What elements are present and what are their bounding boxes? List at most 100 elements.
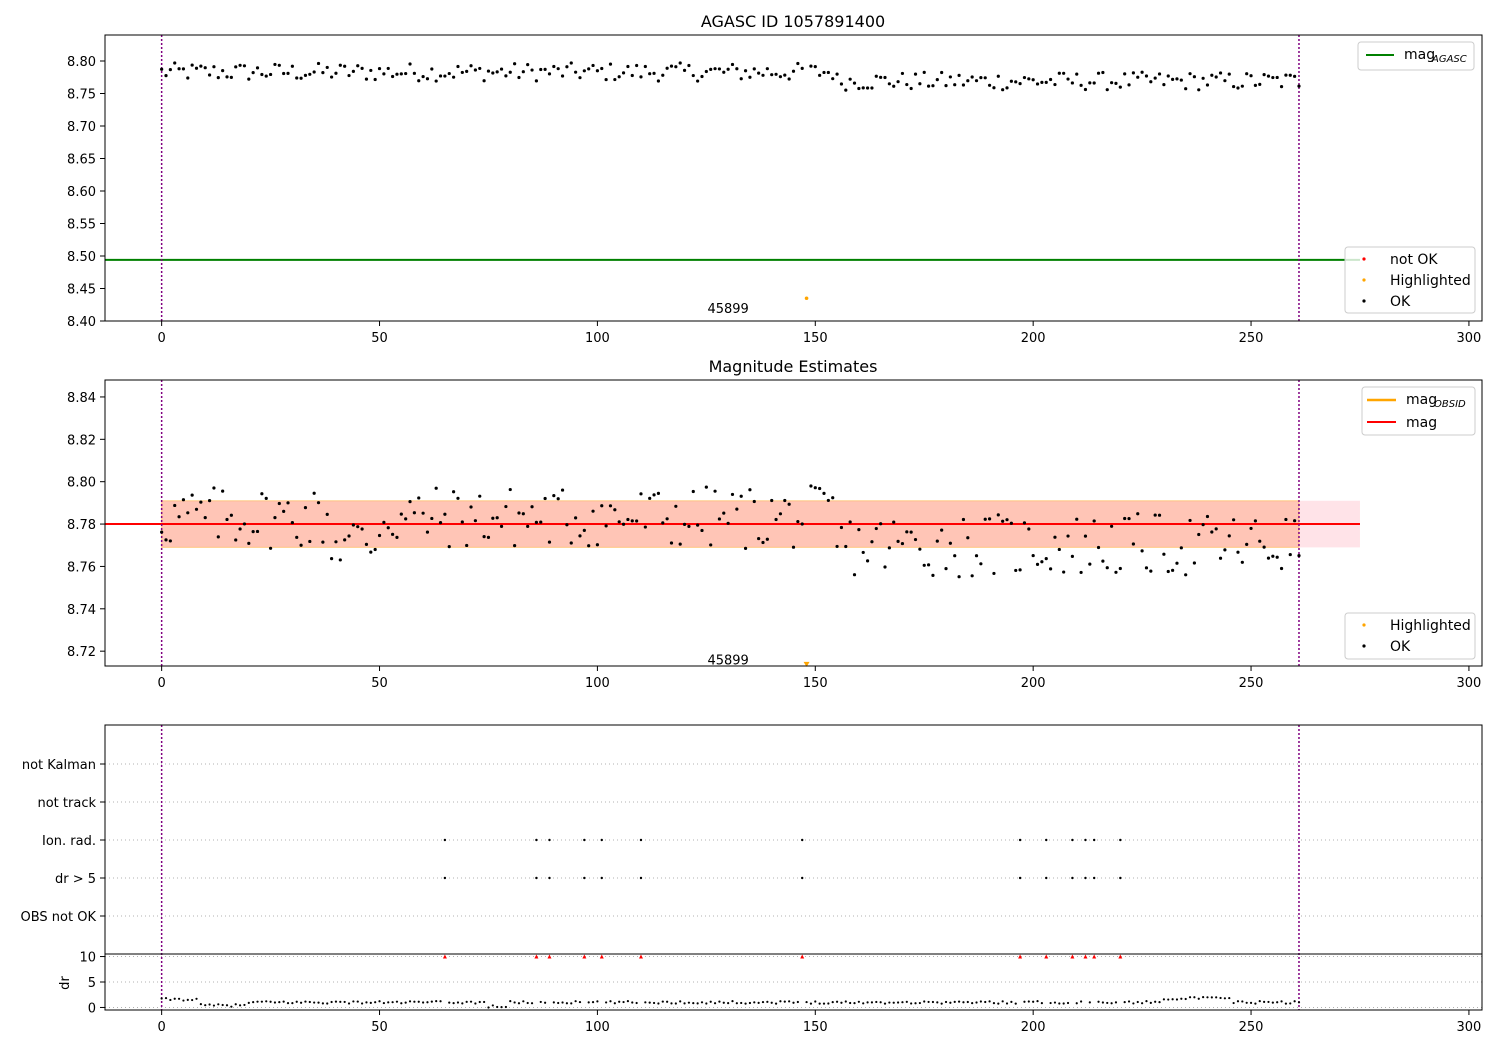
dr-point — [269, 1000, 272, 1003]
agasc-ok-point — [1022, 75, 1027, 80]
dr-high-marker — [1070, 954, 1075, 959]
magnitude-ok-point — [521, 512, 525, 516]
magnitude-ok-point — [652, 493, 656, 497]
agasc-ytick-label: 8.65 — [67, 153, 96, 168]
flag-label: not track — [37, 796, 96, 811]
agasc-ok-point — [765, 67, 769, 71]
dr-point — [217, 1003, 220, 1006]
flags-xtick-label: 200 — [1021, 1020, 1046, 1035]
magnitude-ok-point — [386, 526, 390, 530]
magnitude-ok-point — [944, 567, 948, 571]
dr-point — [901, 1001, 904, 1004]
agasc-line-legend: mag AGASC — [1357, 41, 1475, 71]
agasc-ok-point — [251, 70, 255, 75]
agasc-ok-point — [303, 73, 308, 77]
agasc-ok-point — [321, 71, 325, 75]
agasc-xtick-label: 200 — [1021, 331, 1046, 346]
agasc-ok-point — [469, 64, 473, 68]
agasc-ok-point — [360, 66, 364, 71]
dr-point — [875, 1000, 878, 1004]
dr-flag-point — [1119, 876, 1122, 880]
dr-point — [557, 1001, 560, 1005]
dr-ytick-label: 5 — [88, 976, 96, 991]
dr-point — [295, 1000, 298, 1003]
dr-point — [670, 1002, 673, 1005]
agasc-ok-point — [940, 70, 944, 75]
agasc-ok-point — [408, 62, 412, 66]
dr-point — [1058, 1002, 1061, 1005]
magnitude-ok-point — [225, 517, 229, 522]
agasc-ok-point — [1192, 75, 1196, 79]
ion-rad-flag-point — [801, 838, 804, 842]
magnitude-ok-point — [621, 522, 626, 526]
magnitude-ok-point — [238, 527, 242, 531]
dr-point — [962, 1001, 965, 1004]
magnitude-ok-point — [1101, 559, 1105, 563]
magnitude-ok-point — [582, 528, 586, 532]
dr-high-marker — [599, 954, 604, 959]
magnitude-xtick-label: 200 — [1021, 676, 1046, 691]
magnitude-ok-point — [931, 573, 935, 577]
agasc-ytick-label: 8.80 — [67, 55, 96, 70]
ion-rad-flag-point — [600, 838, 603, 842]
agasc-ok-point — [513, 62, 517, 66]
dr-point — [1141, 1002, 1144, 1005]
agasc-ok-point — [1140, 70, 1144, 74]
agasc-ok-point — [922, 70, 926, 74]
magnitude-ok-point — [295, 535, 299, 539]
magnitude-xtick-label: 0 — [158, 676, 166, 691]
magnitude-ok-point — [987, 517, 992, 521]
agasc-ok-point — [656, 79, 661, 83]
dr-point — [587, 1001, 590, 1004]
magnitude-ok-point — [221, 489, 225, 493]
legend-sub-obsid: OBSID — [1434, 399, 1466, 410]
dr-point — [243, 1003, 246, 1007]
dr-point — [626, 1000, 630, 1003]
magnitude-ok-point — [513, 543, 517, 548]
agasc-ok-point — [1031, 78, 1035, 82]
dr-point — [1066, 1001, 1070, 1005]
agasc-ok-point — [312, 70, 316, 74]
magnitude-ok-point — [212, 486, 216, 490]
agasc-ok-point — [839, 82, 844, 86]
dr-point — [652, 1001, 656, 1005]
dr-point — [988, 1000, 991, 1003]
dr-point — [1245, 1001, 1248, 1004]
magnitude-ok-point — [900, 541, 905, 546]
agasc-ok-point — [1009, 79, 1013, 83]
agasc-ok-point — [1153, 76, 1157, 80]
agasc-ok-point — [1205, 83, 1210, 87]
agasc-ok-point — [879, 75, 883, 79]
dr-point — [1101, 1001, 1104, 1004]
magnitude-ok-point — [704, 485, 708, 489]
dr-point — [840, 1001, 843, 1004]
magnitude-ok-point — [617, 520, 621, 524]
dr-point — [953, 1000, 956, 1004]
magnitude-ytick-label: 8.74 — [67, 603, 96, 618]
flags-xtick-label: 0 — [158, 1020, 166, 1035]
magnitude-ok-point — [665, 517, 669, 521]
magnitude-ok-point — [791, 545, 796, 549]
agasc-ok-point — [386, 66, 390, 71]
dr-point — [321, 1002, 324, 1005]
dr-point — [369, 1001, 372, 1004]
agasc-ok-point — [1044, 80, 1048, 84]
magnitude-ok-point — [499, 524, 504, 528]
agasc-ok-point — [892, 84, 896, 88]
agasc-ok-point — [1127, 83, 1131, 87]
dr-point — [1193, 996, 1196, 999]
dr-point — [552, 1001, 555, 1004]
dr-point — [888, 1001, 891, 1004]
dr-point — [378, 1000, 381, 1003]
dr-point — [731, 1000, 734, 1003]
agasc-xtick-label: 150 — [803, 331, 828, 346]
dr-point — [805, 1000, 808, 1004]
agasc-ok-point — [199, 64, 203, 68]
magnitude-ok-point — [1157, 513, 1162, 517]
dr-point — [835, 1000, 839, 1003]
dr-point — [313, 1001, 316, 1004]
magnitude-ok-point — [199, 500, 203, 504]
magnitude-highlighted-point — [803, 661, 810, 667]
magnitude-ok-point — [456, 496, 460, 500]
dr-point — [936, 1001, 939, 1004]
